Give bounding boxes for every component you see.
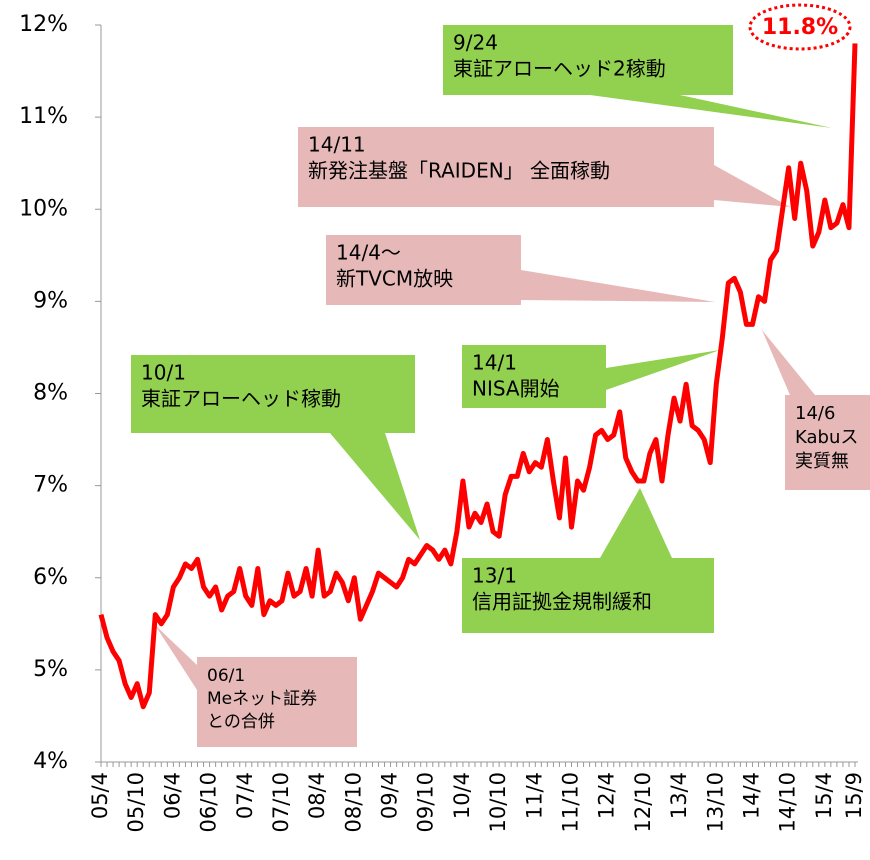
x-tick-label: 07/10 xyxy=(269,772,293,833)
data-label: 11.8% xyxy=(762,15,838,40)
x-tick-label: 14/4 xyxy=(739,772,763,819)
x-tick-label: 14/10 xyxy=(776,772,800,833)
callout-text: 14/6 xyxy=(795,403,835,424)
x-tick-label: 10/10 xyxy=(486,772,510,833)
callout-box xyxy=(462,558,714,633)
callout-text: 14/11 xyxy=(308,133,366,157)
callout-box xyxy=(298,127,714,207)
x-tick-label: 15/9 xyxy=(842,772,866,819)
x-tick-label: 10/4 xyxy=(450,772,474,819)
y-tick-label: 10% xyxy=(19,196,68,221)
callout-text: NISA開始 xyxy=(472,377,560,401)
x-tick-label: 12/4 xyxy=(595,772,619,819)
x-tick-label: 12/10 xyxy=(631,772,655,833)
callout-box xyxy=(326,235,521,305)
y-tick-label: 6% xyxy=(33,565,68,590)
callout-pointer xyxy=(155,625,197,690)
x-tick-label: 11/10 xyxy=(558,772,582,833)
callout-text: 13/1 xyxy=(472,564,517,588)
callout-text: 新TVCM放映 xyxy=(336,267,453,291)
callout-pointer xyxy=(590,95,832,128)
callout: 14/11 新発注基盤「RAIDEN」 全面稼動 xyxy=(298,127,790,207)
callout-text: 実質無 xyxy=(795,451,849,472)
callout-pointer xyxy=(521,270,715,302)
x-tick-label: 09/4 xyxy=(378,772,402,819)
x-tick-label: 11/4 xyxy=(522,772,546,819)
callout-text: との合併 xyxy=(207,712,275,732)
x-tick-label: 09/10 xyxy=(414,772,438,833)
callout-text: Kabuス xyxy=(795,427,858,448)
x-tick-label: 06/4 xyxy=(160,772,184,819)
y-tick-label: 4% xyxy=(33,749,68,774)
callout-box xyxy=(462,345,606,408)
callout-box xyxy=(785,395,870,490)
x-tick-label: 13/10 xyxy=(703,772,727,833)
x-tick-label: 05/10 xyxy=(124,772,148,833)
callout-pointer xyxy=(330,433,420,540)
callout-pointer xyxy=(762,330,815,395)
callout-box xyxy=(443,25,733,95)
callout-box xyxy=(197,657,357,747)
callout-text: 14/1 xyxy=(472,351,517,375)
callout-pointer xyxy=(714,165,790,207)
callout-box xyxy=(131,355,415,433)
callout-pointer xyxy=(600,488,672,558)
y-tick-label: 11% xyxy=(19,104,68,129)
callout-text: 新発注基盤「RAIDEN」 全面稼動 xyxy=(308,159,610,183)
callout-text: 東証アローヘッド稼動 xyxy=(141,387,341,411)
callout-text: 信用証拠金規制緩和 xyxy=(472,590,652,614)
x-tick-label: 15/4 xyxy=(812,772,836,819)
x-tick-label: 08/10 xyxy=(341,772,365,833)
y-tick-label: 7% xyxy=(33,473,68,498)
y-tick-label: 8% xyxy=(33,381,68,406)
data-line xyxy=(98,43,858,710)
label-badge xyxy=(748,3,852,51)
callout: 14/4～新TVCM放映 xyxy=(326,235,715,305)
y-tick-label: 9% xyxy=(33,288,68,313)
callout-text: 14/4～ xyxy=(336,241,401,265)
callout-text: 06/1 xyxy=(207,666,245,686)
callout-text: 9/24 xyxy=(453,31,498,55)
y-tick-label: 12% xyxy=(19,12,68,37)
callout-text: 東証アローヘッド2稼動 xyxy=(453,57,666,81)
x-tick-label: 08/4 xyxy=(305,772,329,819)
callout-text: Meネット証券 xyxy=(207,689,317,709)
x-tick-label: 13/4 xyxy=(667,772,691,819)
x-tick-label: 06/10 xyxy=(197,772,221,833)
x-tick-label: 07/4 xyxy=(233,772,257,819)
callout-pointer xyxy=(606,350,720,390)
y-tick-label: 5% xyxy=(33,657,68,682)
x-tick-label: 05/4 xyxy=(88,772,112,819)
callout-text: 10/1 xyxy=(141,361,186,385)
